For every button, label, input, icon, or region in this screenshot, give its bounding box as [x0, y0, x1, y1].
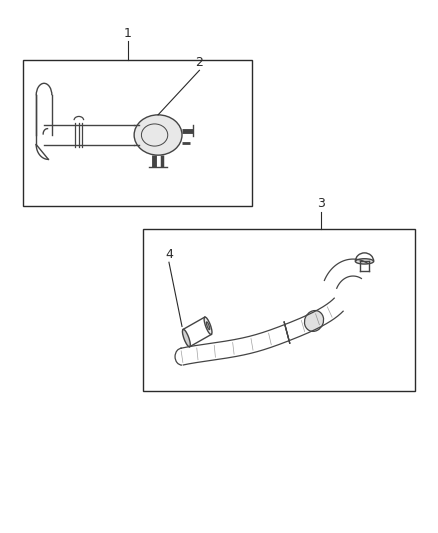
Ellipse shape — [355, 259, 374, 264]
Ellipse shape — [304, 311, 324, 332]
Text: 2: 2 — [195, 56, 203, 69]
Text: 3: 3 — [318, 197, 325, 211]
Ellipse shape — [134, 115, 182, 155]
Ellipse shape — [206, 322, 210, 330]
Text: 1: 1 — [124, 27, 131, 39]
Text: 4: 4 — [165, 248, 173, 261]
Bar — [23, 60, 252, 206]
Ellipse shape — [204, 317, 212, 335]
Ellipse shape — [182, 329, 190, 347]
Bar — [143, 229, 415, 391]
